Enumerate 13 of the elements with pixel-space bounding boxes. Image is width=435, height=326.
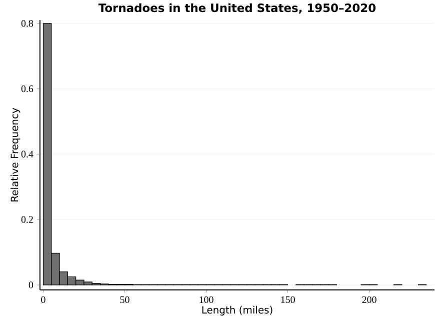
y-tick-label: 0.6	[21, 86, 34, 92]
x-tick-label: 0	[41, 296, 46, 304]
y-tick-label: 0	[28, 282, 34, 288]
x-axis-title: Length (miles)	[202, 306, 272, 316]
x-tick-label: 100	[200, 296, 214, 304]
x-tick-label: 200	[362, 296, 376, 304]
y-axis-title: Relative Frequency	[10, 108, 20, 202]
chart-title: Tornadoes in the United States, 1950–2020	[98, 3, 376, 14]
x-tick-label: 50	[120, 296, 130, 304]
x-tick-label: 150	[281, 296, 295, 304]
y-tick-label: 0.8	[21, 20, 34, 27]
y-tick-label: 0.4	[21, 150, 34, 158]
y-tick-label: 0.2	[21, 216, 33, 224]
